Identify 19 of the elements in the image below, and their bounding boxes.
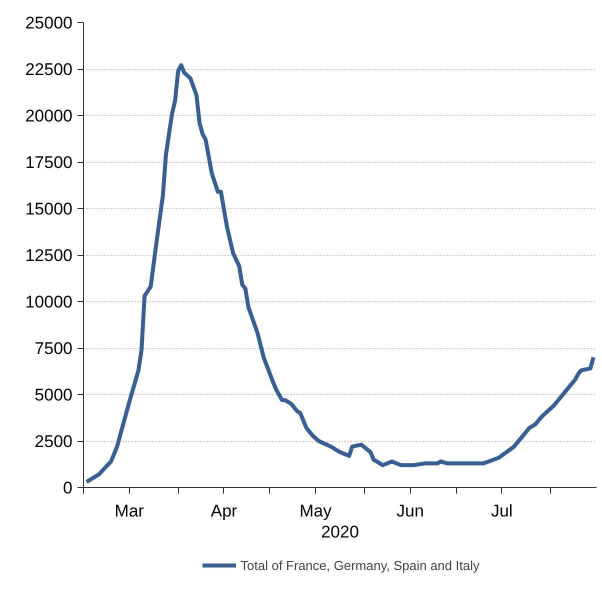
y-tick-label: 20000 xyxy=(25,106,73,126)
x-tick-label: Mar xyxy=(114,502,144,520)
y-tick-label: 7500 xyxy=(34,339,73,358)
x-axis-title: 2020 xyxy=(321,522,359,542)
y-tick-label: 0 xyxy=(63,478,73,498)
x-tick-label: Jul xyxy=(490,502,513,520)
x-tick-label: Apr xyxy=(210,502,238,520)
y-tick-label: 22500 xyxy=(25,60,73,79)
y-tick-label: 17500 xyxy=(25,153,73,172)
y-tick-label: 5000 xyxy=(34,386,73,404)
x-tick-label: Jun xyxy=(396,502,424,520)
line-series xyxy=(84,63,596,484)
y-tick-label: 10000 xyxy=(25,292,73,312)
legend-label: Total of France, Germany, Spain and Italy xyxy=(240,558,480,572)
y-tick-label: 15000 xyxy=(25,200,73,218)
y-tick-label: 2500 xyxy=(34,432,73,451)
y-tick-label: 12500 xyxy=(25,246,73,265)
y-tick-label: 25000 xyxy=(25,14,73,32)
x-tick-label: May xyxy=(300,502,332,520)
